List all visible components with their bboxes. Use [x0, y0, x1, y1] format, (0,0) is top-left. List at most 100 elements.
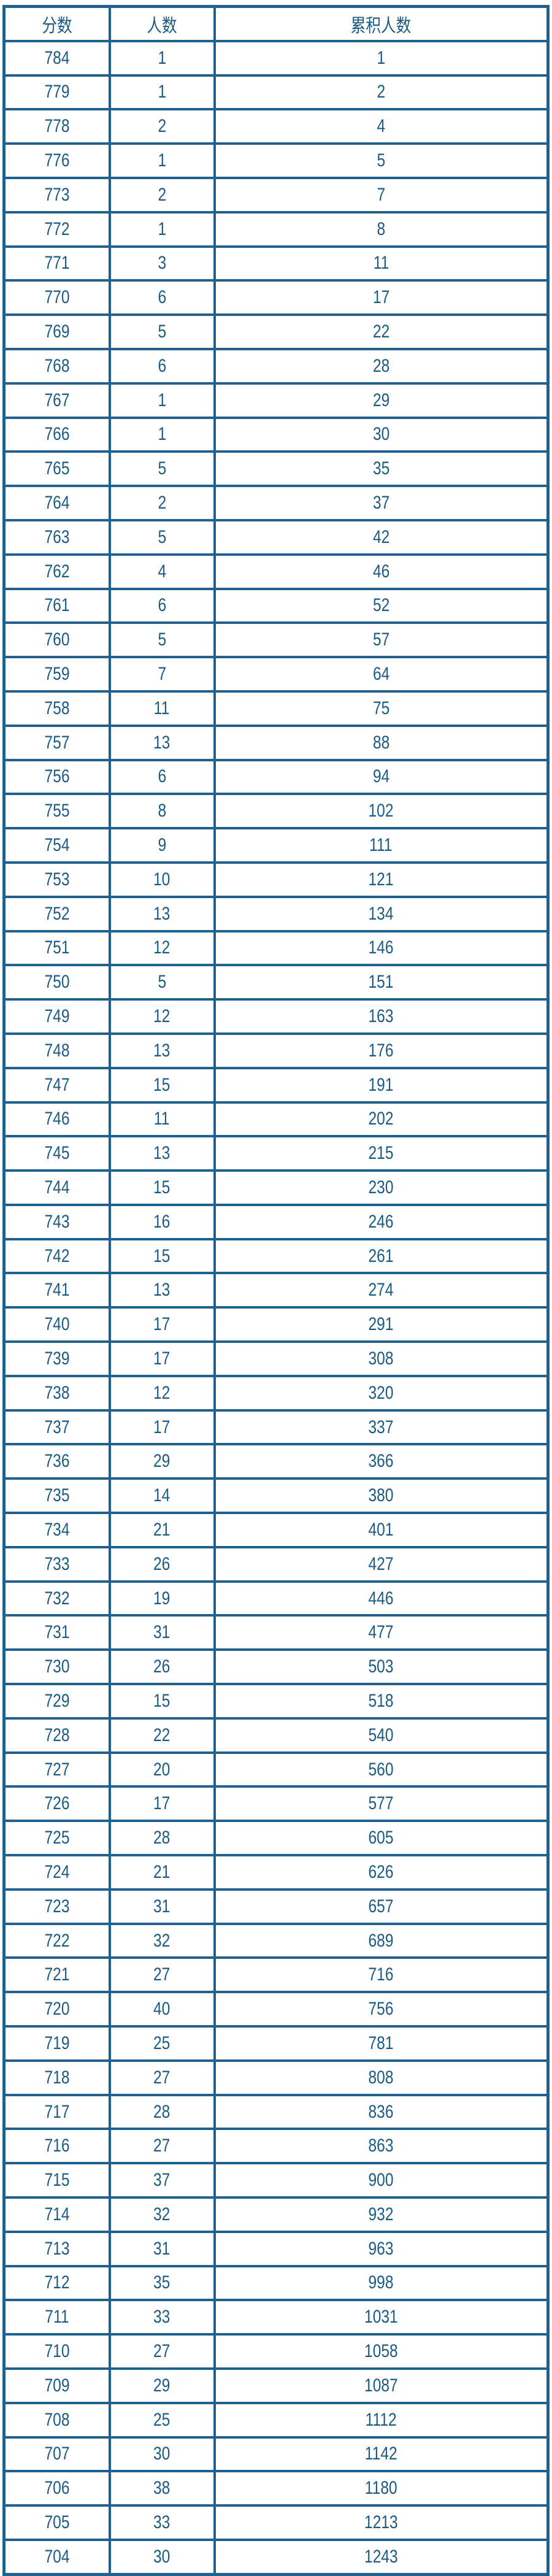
score-cell-value: 745 — [44, 1143, 70, 1164]
count-cell: 20 — [108, 1751, 216, 1788]
count-cell-value: 26 — [153, 1656, 171, 1677]
table-row: 762 4 46 — [2, 553, 550, 590]
cumulative-cell-value: 29 — [372, 390, 389, 410]
score-cell-value: 726 — [44, 1793, 70, 1814]
count-cell: 10 — [108, 861, 216, 898]
score-cell-value: 708 — [44, 2409, 70, 2430]
cumulative-cell: 1 — [213, 39, 550, 77]
count-cell-value: 14 — [153, 1485, 171, 1506]
cumulative-cell: 102 — [213, 793, 550, 830]
cumulative-cell-value: 781 — [368, 2032, 394, 2053]
count-cell-value: 19 — [153, 1588, 171, 1609]
cumulative-cell: 518 — [213, 1683, 550, 1720]
count-cell-value: 1 — [158, 150, 166, 171]
score-cell: 749 — [2, 998, 111, 1035]
table-row: 724 21 626 — [2, 1854, 550, 1891]
cumulative-cell-value: 836 — [368, 2101, 394, 2122]
score-cell-value: 754 — [44, 835, 70, 856]
count-cell-value: 28 — [153, 1828, 171, 1848]
count-cell: 31 — [108, 2230, 216, 2267]
table-row: 728 22 540 — [2, 1717, 550, 1754]
score-cell-value: 740 — [44, 1314, 70, 1335]
score-cell: 768 — [2, 347, 111, 385]
count-cell-value: 16 — [153, 1211, 171, 1232]
count-cell-value: 1 — [158, 47, 166, 68]
count-cell: 13 — [108, 1272, 216, 1309]
count-cell-value: 4 — [158, 561, 166, 582]
score-cell: 719 — [2, 2025, 111, 2062]
cumulative-cell-value: 11 — [373, 253, 389, 274]
cumulative-cell: 75 — [213, 690, 550, 727]
count-cell: 25 — [108, 2401, 216, 2439]
cumulative-cell-value: 477 — [368, 1622, 394, 1643]
count-cell: 19 — [108, 1580, 216, 1617]
count-cell-value: 27 — [153, 2067, 171, 2088]
table-row: 761 6 52 — [2, 587, 550, 625]
score-cell: 747 — [2, 1066, 111, 1104]
score-cell: 755 — [2, 793, 111, 830]
count-cell: 17 — [108, 1785, 216, 1823]
table-row: 734 21 401 — [2, 1512, 550, 1548]
count-cell: 27 — [108, 2333, 216, 2370]
count-cell-value: 15 — [153, 1177, 171, 1198]
cumulative-cell: 836 — [213, 2093, 550, 2131]
score-cell-value: 736 — [44, 1451, 70, 1472]
cumulative-cell: 626 — [213, 1854, 550, 1891]
count-cell: 29 — [108, 1443, 216, 1480]
count-cell-value: 3 — [158, 253, 166, 274]
count-cell-value: 22 — [153, 1724, 171, 1745]
count-cell: 6 — [108, 347, 216, 385]
cumulative-cell: 577 — [213, 1785, 550, 1823]
table-row: 742 15 261 — [2, 1237, 550, 1275]
cumulative-cell: 863 — [213, 2128, 550, 2165]
count-cell: 27 — [108, 1956, 216, 1994]
count-cell: 1 — [108, 210, 216, 248]
score-cell-value: 724 — [44, 1861, 70, 1882]
score-cell-value: 755 — [44, 801, 70, 821]
cumulative-cell: 1031 — [213, 2299, 550, 2336]
table-row: 758 11 75 — [2, 690, 550, 727]
count-cell-value: 29 — [153, 2375, 171, 2396]
count-cell: 1 — [108, 142, 216, 179]
cumulative-cell: 261 — [213, 1237, 550, 1275]
cumulative-cell-value: 401 — [368, 1519, 394, 1540]
score-cell-value: 719 — [44, 2032, 70, 2053]
cumulative-cell-value: 657 — [368, 1896, 394, 1917]
score-cell: 744 — [2, 1169, 111, 1206]
cumulative-cell-value: 88 — [372, 732, 389, 753]
score-cell: 726 — [2, 1785, 111, 1823]
score-cell-value: 723 — [44, 1896, 70, 1917]
cumulative-cell-value: 94 — [372, 766, 389, 787]
cumulative-cell-value: 1112 — [365, 2409, 397, 2430]
cumulative-cell: 1058 — [213, 2333, 550, 2370]
cumulative-cell-value: 366 — [368, 1451, 394, 1472]
count-cell-value: 1 — [158, 218, 166, 239]
table-row: 778 2 4 — [2, 108, 550, 145]
score-cell: 739 — [2, 1340, 111, 1377]
score-cell: 721 — [2, 1956, 111, 1994]
count-cell-value: 6 — [158, 287, 166, 308]
score-cell: 763 — [2, 518, 111, 556]
count-cell-value: 9 — [158, 835, 166, 856]
score-cell-value: 744 — [44, 1177, 70, 1198]
cumulative-cell: 22 — [213, 313, 550, 350]
cumulative-cell: 17 — [213, 279, 550, 317]
table-row: 721 27 716 — [2, 1956, 550, 1994]
count-cell: 12 — [108, 1374, 216, 1412]
count-cell-value: 17 — [153, 1314, 171, 1335]
count-cell: 17 — [108, 1306, 216, 1344]
cumulative-cell-value: 8 — [377, 218, 386, 239]
score-cell-value: 743 — [44, 1211, 70, 1232]
score-cell: 710 — [2, 2333, 111, 2370]
cumulative-cell-value: 30 — [372, 424, 389, 445]
count-cell: 29 — [108, 2367, 216, 2404]
cumulative-cell-value: 176 — [368, 1040, 394, 1061]
count-cell: 21 — [108, 1854, 216, 1891]
score-cell-value: 771 — [44, 253, 70, 274]
score-cell: 737 — [2, 1409, 111, 1446]
count-cell: 33 — [108, 2504, 216, 2541]
table-row: 714 32 932 — [2, 2196, 550, 2233]
table-row: 709 29 1087 — [2, 2367, 550, 2404]
cumulative-cell-value: 37 — [372, 493, 389, 513]
score-cell: 762 — [2, 553, 111, 590]
